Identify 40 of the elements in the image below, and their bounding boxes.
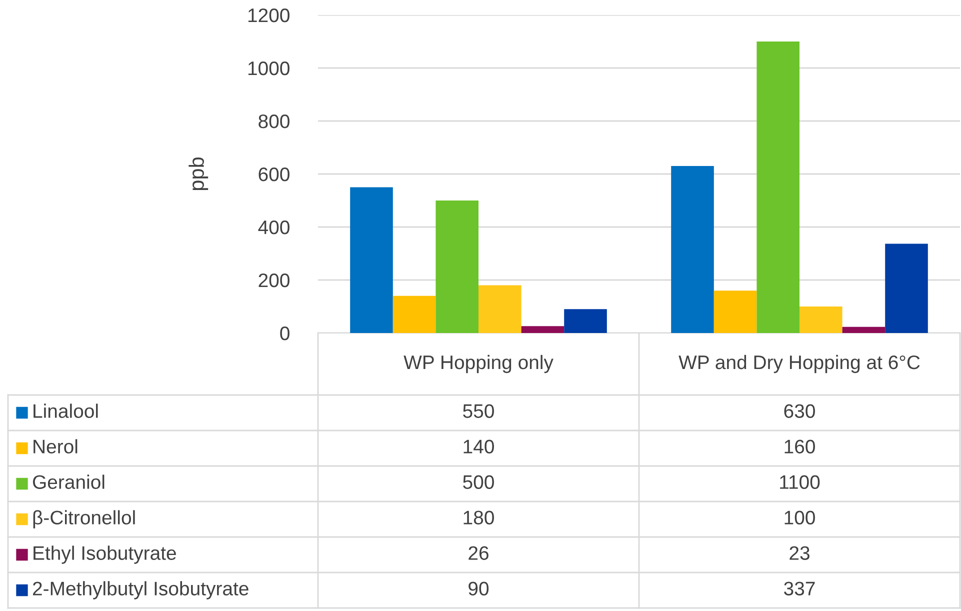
- data-label: 23: [790, 546, 810, 560]
- legend-label: β-Citronellol: [33, 510, 135, 528]
- data-label: 500: [463, 475, 494, 489]
- data-label: 160: [784, 440, 815, 454]
- y-tick-label: 600: [258, 167, 290, 182]
- bar: [392, 296, 436, 333]
- y-tick-label: 400: [258, 220, 290, 234]
- bar: [714, 290, 757, 333]
- data-label: 550: [463, 404, 494, 418]
- bar: [756, 42, 800, 333]
- data-label: 100: [784, 510, 815, 524]
- data-label: 140: [464, 440, 494, 454]
- data-label: 180: [464, 510, 494, 524]
- bar: [350, 187, 393, 333]
- bar: [842, 326, 886, 333]
- data-label: 26: [468, 546, 488, 560]
- bar: [885, 244, 928, 333]
- legend-label: Nerol: [34, 439, 78, 454]
- y-tick-label: 200: [258, 273, 290, 288]
- data-label: 630: [784, 404, 815, 418]
- y-tick-label: 1000: [248, 61, 290, 76]
- legend-label: 2-Methylbutyl Isobutyrate: [32, 581, 248, 600]
- y-tick-label: 1200: [248, 8, 290, 22]
- legend-label: Ethyl Isobutyrate: [34, 546, 176, 564]
- bar: [478, 285, 522, 333]
- x-tick-label: WP and Dry Hopping at 6°C: [678, 354, 920, 374]
- bar: [436, 200, 478, 333]
- legend-label: Linalool: [34, 404, 98, 418]
- data-label: 1100: [780, 475, 820, 489]
- bar: [671, 166, 714, 333]
- data-label: 90: [468, 582, 489, 596]
- data-label: 337: [784, 582, 815, 596]
- bar: [521, 326, 564, 333]
- bar: [564, 309, 607, 333]
- bar: [800, 306, 842, 333]
- y-axis-title: ppb: [188, 157, 208, 190]
- legend-label: Geraniol: [32, 474, 104, 489]
- y-tick-label: 0: [280, 326, 290, 340]
- y-tick-label: 800: [258, 114, 290, 128]
- x-tick-label: WP Hopping only: [404, 354, 554, 374]
